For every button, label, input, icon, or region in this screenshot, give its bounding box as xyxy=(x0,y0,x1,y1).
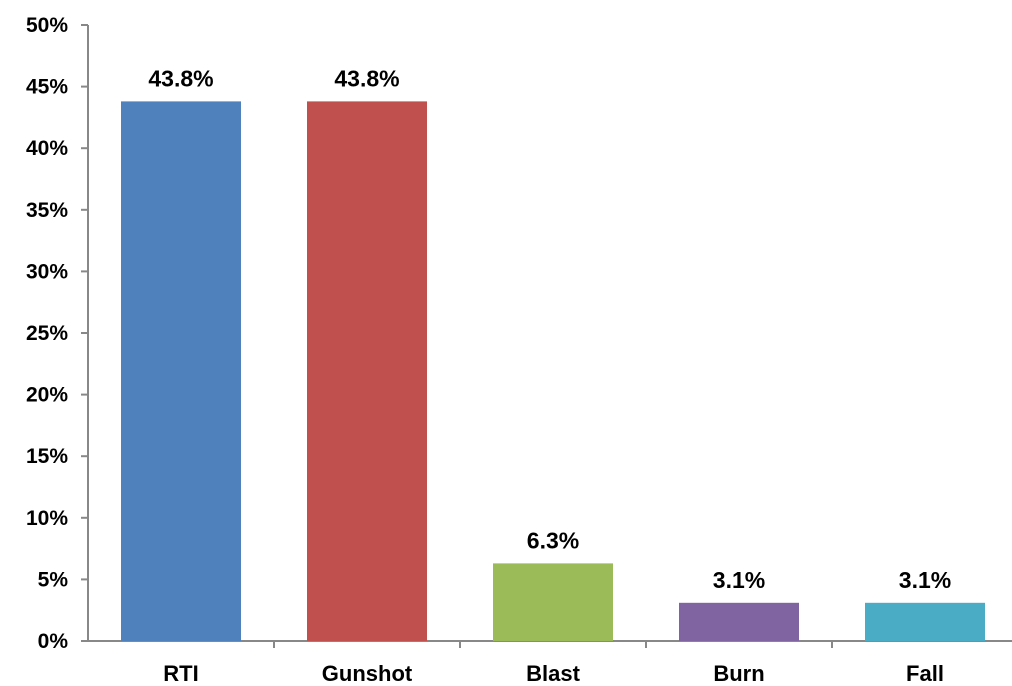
y-tick-label: 25% xyxy=(26,322,68,345)
x-tick-label: RTI xyxy=(163,661,198,686)
bar-gunshot xyxy=(307,101,427,641)
x-tick-label: Burn xyxy=(713,661,764,686)
data-label: 3.1% xyxy=(713,567,765,593)
y-tick-label: 0% xyxy=(38,630,69,653)
data-labels: 43.8% 43.8% 6.3% 3.1% 3.1% xyxy=(148,65,951,592)
bar-blast xyxy=(493,563,613,641)
bar-burn xyxy=(679,602,799,641)
data-label: 3.1% xyxy=(899,567,951,593)
y-axis: 0% 5% 10% 15% 20% 25% 30% 35% 40% 45% 50% xyxy=(26,14,89,653)
y-tick-label: 35% xyxy=(26,199,68,222)
x-tick-label: Blast xyxy=(526,661,580,686)
bars xyxy=(121,101,985,641)
y-tick-label: 20% xyxy=(26,384,68,407)
y-tick-label: 40% xyxy=(26,137,68,160)
y-tick-label: 30% xyxy=(26,260,68,283)
x-tick-label: Fall xyxy=(906,661,944,686)
data-label: 6.3% xyxy=(527,527,579,553)
bar-fall xyxy=(865,602,985,641)
x-axis: RTI Gunshot Blast Burn Fall xyxy=(88,640,1012,686)
y-tick-label: 5% xyxy=(38,568,69,591)
y-tick-label: 45% xyxy=(26,76,68,99)
y-tick-label: 10% xyxy=(26,507,68,530)
bar-rti xyxy=(121,101,241,641)
data-label: 43.8% xyxy=(148,65,213,91)
y-tick-label: 15% xyxy=(26,445,68,468)
data-label: 43.8% xyxy=(334,65,399,91)
x-tick-label: Gunshot xyxy=(322,661,413,686)
y-tick-label: 50% xyxy=(26,14,68,37)
